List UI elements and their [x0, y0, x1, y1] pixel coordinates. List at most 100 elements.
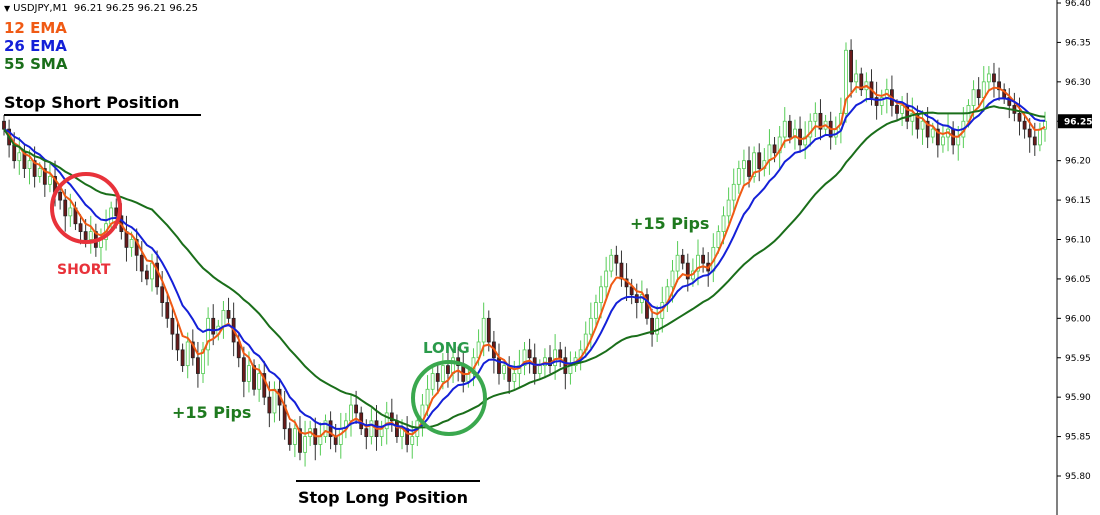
- candle: [287, 422, 292, 451]
- candle: [650, 308, 654, 347]
- candle: [879, 89, 884, 115]
- candle: [808, 113, 813, 147]
- candle: [777, 125, 782, 169]
- y-tick-label: 96.30: [1065, 78, 1091, 88]
- candle: [349, 394, 353, 437]
- legend-12-ema-label: 12 EMA: [4, 19, 67, 37]
- candle: [951, 121, 956, 155]
- candle: [859, 67, 864, 97]
- long-entry-circle: [411, 360, 487, 436]
- y-tick-label: 96.00: [1065, 314, 1091, 324]
- legend-55-sma-label: 55 SMA: [4, 55, 68, 73]
- candle: [272, 381, 277, 423]
- candle: [78, 214, 83, 245]
- candle: [828, 111, 833, 150]
- candle: [925, 107, 930, 149]
- candle: [941, 124, 945, 153]
- candle: [1037, 122, 1042, 152]
- candle: [900, 96, 905, 126]
- long-label: LONG: [423, 339, 470, 357]
- legend-55-sma: 55 SMA: [4, 55, 67, 73]
- sma-55-line: [3, 105, 1046, 429]
- candle: [905, 92, 910, 130]
- candle: [313, 417, 318, 461]
- candle: [298, 416, 302, 461]
- stop-long-line: [296, 480, 480, 482]
- candle: [619, 250, 624, 287]
- candle: [282, 390, 287, 440]
- candle: [522, 341, 527, 376]
- candle: [303, 420, 307, 467]
- ema-26-line: [3, 96, 1046, 432]
- candle: [139, 241, 144, 283]
- short-entry-circle: [50, 172, 122, 244]
- candle: [497, 343, 501, 385]
- candle: [512, 360, 517, 390]
- candle: [752, 146, 757, 183]
- candle: [742, 149, 746, 185]
- dropdown-triangle-icon[interactable]: ▼: [4, 4, 11, 13]
- candle: [731, 168, 736, 215]
- candle: [292, 419, 297, 458]
- candle: [42, 159, 47, 197]
- candle: [665, 278, 670, 313]
- candle: [767, 129, 772, 175]
- candle: [537, 359, 542, 380]
- candle: [997, 67, 1001, 101]
- candle: [150, 253, 154, 292]
- candle: [935, 119, 940, 158]
- candle: [558, 341, 563, 368]
- y-tick-label: 96.20: [1065, 157, 1091, 167]
- candle: [614, 245, 619, 276]
- candle: [884, 78, 889, 114]
- candle: [241, 346, 246, 398]
- candle: [201, 341, 205, 383]
- y-tick-label: 96.40: [1065, 0, 1091, 9]
- candle: [910, 97, 915, 136]
- candle: [395, 414, 399, 443]
- current-price-box: [1058, 114, 1092, 129]
- candle: [818, 99, 823, 141]
- candle: [262, 360, 267, 406]
- y-tick-label: 95.95: [1065, 354, 1091, 364]
- candle: [206, 307, 211, 366]
- candle: [833, 116, 838, 145]
- candle: [17, 137, 22, 175]
- candle: [986, 66, 991, 92]
- candle: [568, 351, 573, 385]
- candle: [680, 248, 685, 270]
- candle: [920, 110, 925, 145]
- candle: [976, 77, 981, 106]
- candle: [226, 297, 231, 327]
- y-tick-label: 96.35: [1065, 38, 1091, 48]
- candle: [1022, 113, 1027, 139]
- candle: [389, 398, 394, 432]
- candle: [655, 305, 660, 342]
- candle: [757, 143, 762, 182]
- candle: [594, 294, 598, 328]
- candle: [604, 256, 609, 298]
- legend-26-ema: 26 EMA: [4, 37, 67, 55]
- candle: [1012, 92, 1017, 122]
- candle: [670, 259, 675, 303]
- candle: [420, 394, 425, 437]
- candle: [981, 66, 986, 112]
- candle: [343, 412, 348, 439]
- ohlc-values: 96.21 96.25 96.21 96.25: [73, 3, 198, 14]
- candle: [798, 116, 802, 153]
- current-price-label: 96.25: [1064, 117, 1092, 127]
- candle: [461, 351, 466, 393]
- candle: [992, 62, 996, 98]
- candle: [369, 408, 374, 445]
- stop-short-underline: [4, 114, 201, 116]
- candle: [379, 420, 384, 447]
- y-tick-label: 95.90: [1065, 393, 1091, 403]
- candle: [527, 338, 532, 374]
- candle: [803, 121, 808, 160]
- candle: [328, 411, 333, 450]
- candle: [1007, 88, 1012, 119]
- candle: [32, 146, 37, 188]
- symbol-header: ▼ USDJPY,M1 96.21 96.25 96.21 96.25: [4, 3, 198, 14]
- symbol-name: USDJPY,M1: [13, 3, 68, 14]
